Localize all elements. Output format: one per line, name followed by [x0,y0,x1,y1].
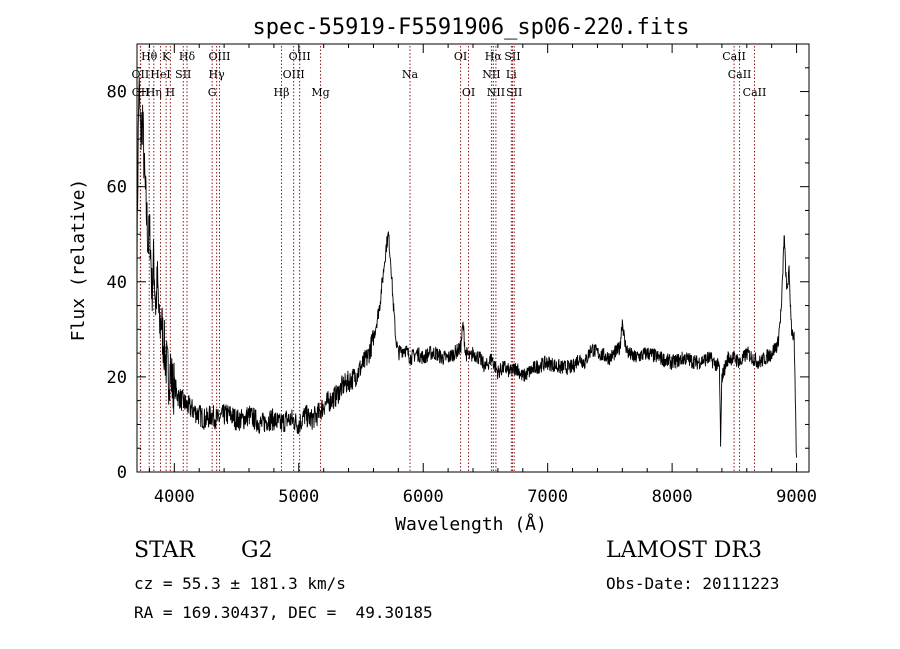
marker-label: OII [132,68,150,81]
marker-label: Hθ [141,50,158,63]
x-tick-label: 5000 [278,487,319,507]
x-tick-label: 9000 [776,487,817,507]
marker-label: CaII [728,68,752,81]
x-tick-label: 7000 [527,487,568,507]
marker-label: OIII [283,68,305,81]
y-tick-label: 20 [107,368,127,388]
marker-label: Hδ [179,50,196,63]
x-tick-label: 4000 [154,487,195,507]
y-tick-label: 60 [107,178,127,198]
marker-label: OI [454,50,467,63]
object-subclass: G2 [241,538,273,563]
marker-label: SII [504,50,520,63]
marker-label: H [166,86,176,99]
marker-label: Hβ [274,86,290,99]
y-tick-label: 80 [107,83,127,103]
plot-frame [136,43,810,473]
object-type: STAR [134,538,195,563]
marker-label: CaII [743,86,767,99]
marker-label: OIII [208,50,230,63]
y-tick-label: 40 [107,273,127,293]
y-tick-label: 0 [117,463,127,483]
marker-label: Hα [485,50,503,63]
marker-label: Mg [311,86,329,99]
marker-label: SII [506,86,522,99]
marker-label: K [162,50,171,63]
x-axis-label: Wavelength (Å) [395,513,547,535]
marker-label: HeI [150,68,170,81]
y-axis: 0 20 40 60 80 [107,43,809,483]
marker-label: Hη [146,86,162,99]
emission-line-markers [139,46,755,472]
obs-date: Obs-Date: 20111223 [606,574,780,593]
marker-label: SII [175,68,191,81]
marker-label: CaII [722,50,746,63]
redshift-cz: cz = 55.3 ± 181.3 km/s [134,574,346,593]
y-axis-label: Flux (relative) [68,179,89,342]
marker-label: OI [462,86,475,99]
x-tick-label: 6000 [403,487,444,507]
x-tick-label: 8000 [652,487,693,507]
marker-label: G [208,86,217,99]
marker-label: Li [506,68,517,81]
marker-label: NII [487,86,505,99]
marker-label: NII [482,68,500,81]
spectrum-series [136,77,798,458]
marker-label: OIII [289,50,311,63]
x-axis: 4000 5000 6000 7000 8000 9000 [148,44,817,507]
marker-label: Hγ [209,68,226,81]
marker-label: OII [132,86,150,99]
spectrum-line [136,77,798,458]
survey-name: LAMOST DR3 [606,538,762,563]
coordinates: RA = 169.30437, DEC = 49.30185 [134,603,433,622]
chart-title: spec-55919-F5591906_sp06-220.fits [252,15,689,40]
marker-label: Na [402,68,419,81]
